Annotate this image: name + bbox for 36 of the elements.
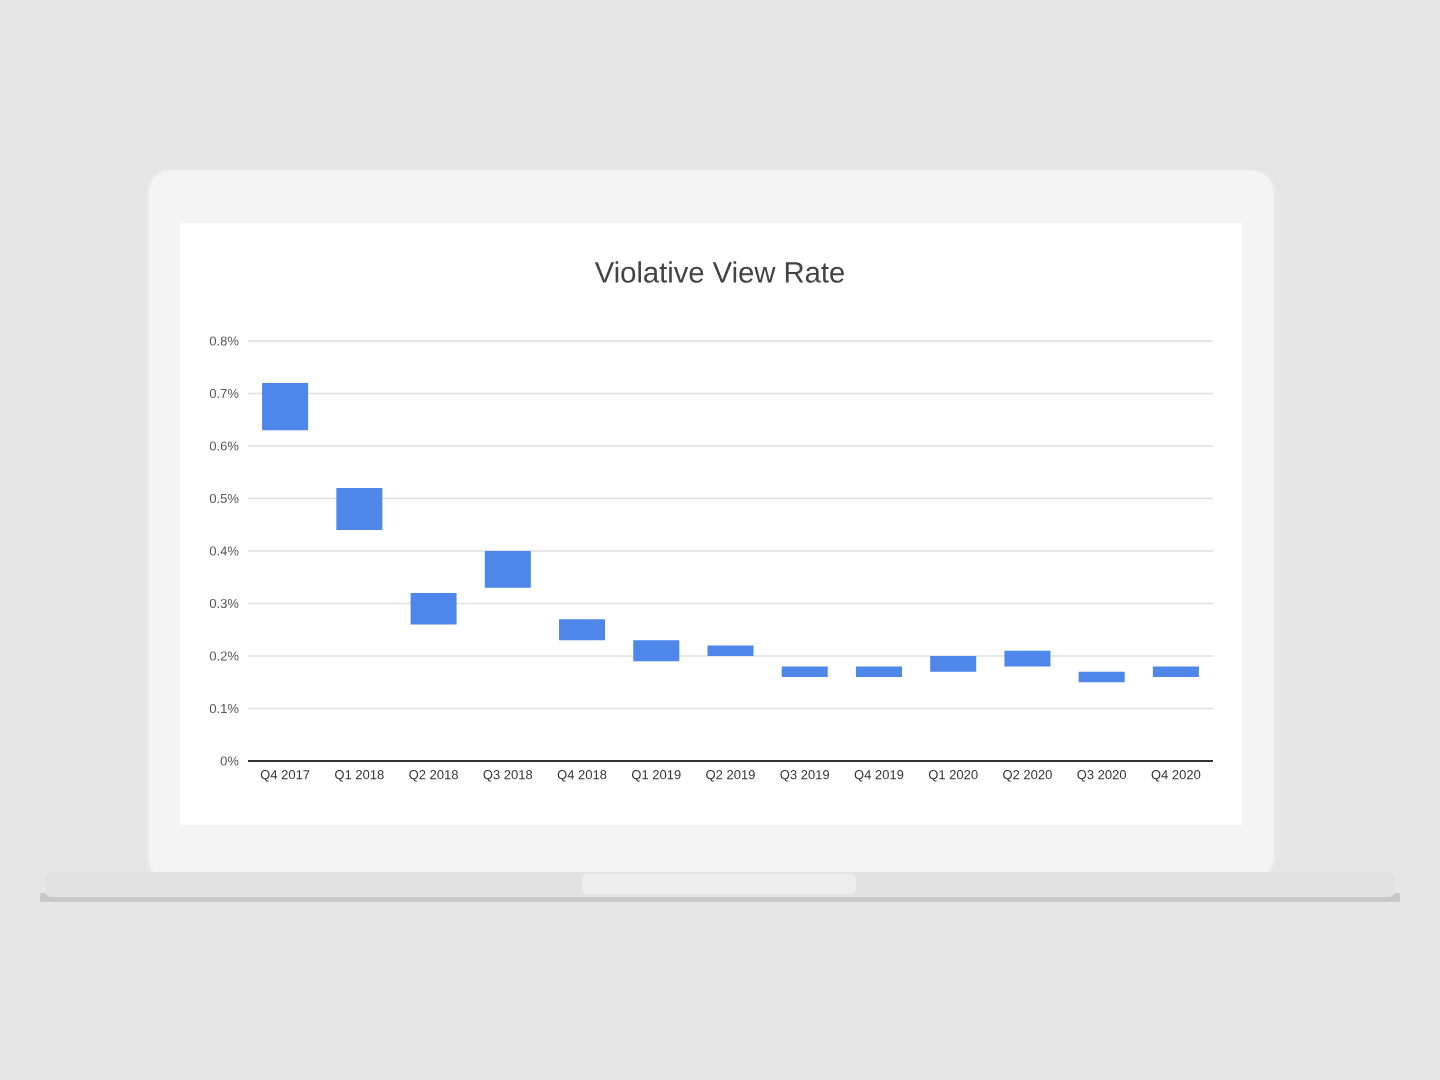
- x-tick-label: Q1 2019: [631, 770, 681, 782]
- x-tick-label: Q2 2019: [706, 770, 755, 782]
- bar: [855, 666, 902, 677]
- bar: [336, 488, 383, 530]
- bar: [1152, 666, 1199, 677]
- x-tick-label: Q4 2020: [1151, 770, 1201, 782]
- y-tick-label: 0.2%: [209, 651, 239, 661]
- y-tick-label: 0.3%: [209, 598, 239, 609]
- x-tick-label: Q3 2020: [1077, 770, 1127, 782]
- y-tick-label: 0.6%: [209, 441, 239, 451]
- y-tick-label: 0.7%: [209, 388, 239, 399]
- bar: [707, 645, 754, 656]
- bar: [559, 619, 606, 641]
- x-tick-label: Q4 2017: [260, 770, 310, 782]
- y-tick-label: 0.1%: [209, 703, 239, 714]
- x-tick-label: Q2 2018: [409, 770, 458, 782]
- bar: [484, 551, 531, 588]
- bar: [1004, 650, 1051, 667]
- y-tick-label: 0%: [220, 756, 239, 766]
- x-tick-label: Q3 2018: [483, 770, 533, 782]
- bar: [930, 656, 977, 672]
- bar: [410, 593, 457, 625]
- x-tick-label: Q1 2018: [335, 770, 384, 782]
- x-tick-label: Q4 2018: [557, 770, 607, 782]
- chart-title: Violative View Rate: [594, 261, 844, 283]
- bar: [633, 640, 680, 662]
- bar: [262, 383, 309, 431]
- y-tick-label: 0.4%: [209, 546, 239, 556]
- x-tick-label: Q2 2020: [1003, 770, 1052, 782]
- x-tick-label: Q4 2019: [854, 770, 904, 782]
- x-tick-label: Q1 2020: [928, 770, 978, 782]
- y-tick-label: 0.5%: [209, 493, 239, 504]
- bar: [1078, 671, 1125, 683]
- y-tick-label: 0.8%: [209, 336, 239, 346]
- x-tick-label: Q3 2019: [780, 770, 830, 782]
- bar: [781, 666, 828, 677]
